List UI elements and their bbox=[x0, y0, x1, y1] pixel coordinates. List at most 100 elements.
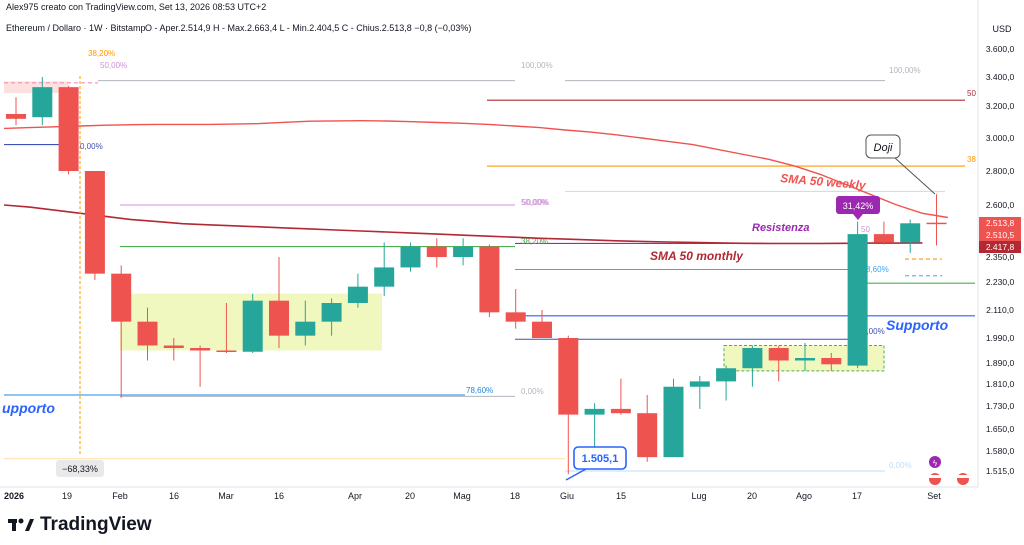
candle-body bbox=[663, 386, 684, 458]
time-tick: Ago bbox=[796, 491, 812, 501]
price-tick: 1.990,0 bbox=[986, 333, 1015, 343]
fib-label: 38,20% bbox=[521, 237, 548, 246]
candle-body bbox=[795, 358, 815, 361]
sma-50-monthly-line bbox=[3, 204, 923, 245]
doji-callout: Doji bbox=[865, 134, 936, 195]
fib-levels bbox=[4, 80, 975, 472]
candle-body bbox=[295, 321, 316, 336]
price-tick: 1.580,0 bbox=[986, 446, 1015, 456]
time-tick: 20 bbox=[405, 491, 415, 501]
fib-label: 50,00% bbox=[522, 198, 549, 207]
candle-body bbox=[137, 321, 158, 346]
candle-body bbox=[400, 246, 421, 268]
price-tag-text: 2.513,8 bbox=[986, 218, 1015, 228]
fib-label: 50,00% bbox=[100, 61, 127, 70]
candle-body bbox=[716, 368, 737, 382]
candle-body bbox=[84, 171, 105, 274]
symbol-title: Ethereum / Dollaro · 1W · Bitstamp bbox=[6, 23, 146, 33]
candle-body bbox=[689, 381, 710, 387]
price-tick: 1.810,0 bbox=[986, 379, 1015, 389]
fib-label: 50 bbox=[861, 225, 870, 234]
candle-body bbox=[505, 312, 526, 322]
flag-us-icon-2 bbox=[957, 473, 969, 485]
fib-label: 78,60% bbox=[466, 386, 493, 395]
time-tick: 2026 bbox=[4, 491, 24, 501]
candle-body bbox=[926, 222, 947, 225]
price-tag bbox=[979, 217, 1021, 229]
candle-body bbox=[558, 338, 579, 415]
time-tick: 20 bbox=[747, 491, 757, 501]
event-icons[interactable]: ϟ bbox=[929, 456, 969, 485]
time-tick: 16 bbox=[169, 491, 179, 501]
candle-body bbox=[532, 321, 552, 338]
fib-label: 50 bbox=[967, 89, 976, 98]
fib-label: 38 bbox=[967, 155, 976, 164]
time-tick: Apr bbox=[348, 491, 362, 501]
candle-body bbox=[873, 234, 894, 243]
price-tick: 2.600,0 bbox=[986, 200, 1015, 210]
candle-body bbox=[6, 114, 26, 119]
price-tag-text: 2.417,8 bbox=[986, 242, 1015, 252]
price-tick: 1.650,0 bbox=[986, 424, 1015, 434]
low-price-callout: 1.505,1 bbox=[565, 446, 627, 481]
time-tick: 16 bbox=[274, 491, 284, 501]
candle-body bbox=[269, 300, 289, 336]
author-line: Alex975 creato con TradingView.com, Set … bbox=[6, 2, 266, 12]
time-tick: 15 bbox=[616, 491, 626, 501]
candle-body bbox=[163, 345, 184, 348]
price-tick: 3.000,0 bbox=[986, 133, 1015, 143]
resistance-label: Resistenza bbox=[752, 222, 809, 234]
fib-labels: 50,00%38,20%50,00%0,00%100,00%50,00%38,2… bbox=[80, 49, 976, 470]
sma-weekly-label: SMA 50 weekly bbox=[780, 171, 868, 193]
price-tag-text: 2.510,5 bbox=[986, 230, 1015, 240]
price-axis[interactable]: 3.600,0 3.400,0 3.200,0 3.000,0 2.800,0 2.600… bbox=[986, 44, 1015, 476]
time-tick: Giu bbox=[560, 491, 574, 501]
percent-change-badge: 31,42% bbox=[836, 196, 880, 220]
candle-body bbox=[637, 413, 658, 458]
svg-text:ϟ: ϟ bbox=[933, 459, 938, 468]
fib-label: 0,00% bbox=[521, 387, 544, 396]
time-tick: 19 bbox=[62, 491, 72, 501]
support-label-right: Supporto bbox=[886, 317, 949, 333]
time-axis[interactable]: 2026 19 Feb 16 Mar 16 Apr 20 Mag 18 Giu 15 Lug 20 Ago 1… bbox=[4, 491, 941, 501]
svg-text:1.505,1: 1.505,1 bbox=[582, 453, 619, 465]
price-tick: 1.730,0 bbox=[986, 401, 1015, 411]
sma-50-weekly-line bbox=[3, 119, 949, 219]
candle-body bbox=[479, 246, 500, 313]
price-tick: 2.350,0 bbox=[986, 252, 1015, 262]
candle-body bbox=[190, 348, 211, 351]
price-tick: 1.890,0 bbox=[986, 358, 1015, 368]
candle-body bbox=[584, 408, 605, 415]
candle-body bbox=[242, 300, 263, 352]
price-tick: 2.230,0 bbox=[986, 277, 1015, 287]
price-tick: 2.800,0 bbox=[986, 166, 1015, 176]
svg-text:31,42%: 31,42% bbox=[843, 201, 874, 211]
price-tags: 2.513,8 2.510,5 2.417,8 bbox=[979, 217, 1021, 253]
fib-label: 50,00% bbox=[521, 198, 548, 207]
lightning-icon bbox=[929, 456, 941, 468]
candle-body bbox=[216, 350, 237, 352]
price-tick: 3.200,0 bbox=[986, 101, 1015, 111]
drawdown-measure: −68,33% bbox=[56, 76, 104, 477]
time-tick: Lug bbox=[691, 491, 706, 501]
price-tick: 3.400,0 bbox=[986, 72, 1015, 82]
time-tick: Feb bbox=[112, 491, 128, 501]
candle-body bbox=[742, 348, 763, 369]
candle-body bbox=[847, 234, 868, 366]
candle-body bbox=[900, 223, 921, 243]
candle-body bbox=[821, 358, 842, 365]
price-tick: 1.515,0 bbox=[986, 466, 1015, 476]
fib-label: 38,20% bbox=[88, 49, 115, 58]
candle-body bbox=[321, 303, 342, 322]
fib-label: 100,00% bbox=[521, 61, 553, 70]
ohlc-readout: O - Aper.2.514,9 H - Max.2.663,4 L - Min… bbox=[145, 23, 471, 33]
candle-body bbox=[347, 286, 368, 303]
candle-body bbox=[32, 87, 53, 118]
currency-label: USD bbox=[992, 24, 1012, 34]
candle-body bbox=[111, 273, 132, 322]
candle-body bbox=[453, 246, 474, 257]
time-tick: Set bbox=[927, 491, 941, 501]
price-tag bbox=[979, 229, 1021, 241]
candles bbox=[6, 77, 947, 475]
